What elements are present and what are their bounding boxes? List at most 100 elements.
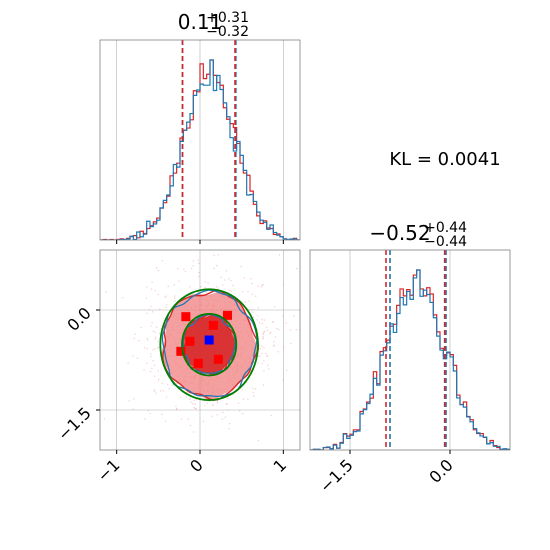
sample-point [250, 278, 252, 280]
sample-point [192, 403, 194, 405]
sample-point [150, 370, 152, 373]
sample-point [266, 354, 269, 357]
sample-point [215, 286, 218, 288]
sample-point [266, 329, 268, 331]
sample-point [192, 431, 195, 433]
sample-point [190, 401, 192, 403]
sample-point [161, 413, 163, 416]
sample-point [269, 332, 271, 335]
sample-point [262, 337, 264, 339]
sample-point [213, 267, 215, 270]
sample-point [151, 281, 153, 283]
sample-point [265, 326, 268, 329]
sample-point [195, 407, 197, 410]
sample-point [206, 402, 208, 404]
red-marker [176, 346, 186, 356]
sample-point [248, 300, 250, 302]
hist-param2-frame [309, 249, 511, 451]
sample-point [190, 267, 193, 270]
sample-point [251, 293, 253, 296]
sample-point [180, 418, 183, 420]
sample-point [263, 370, 265, 372]
sample-point [167, 285, 169, 288]
sample-point [282, 379, 284, 382]
sample-point [183, 268, 185, 271]
sample-point [253, 395, 255, 397]
sample-point [252, 392, 254, 394]
sample-point [263, 347, 265, 349]
sample-point [147, 469, 148, 470]
sample-point [147, 339, 149, 341]
sample-point [217, 254, 220, 256]
sample-point [289, 329, 292, 331]
scatter-content [103, 238, 312, 471]
sample-point [134, 333, 136, 335]
sample-point [272, 345, 275, 347]
sample-point [176, 238, 177, 239]
sample-point [278, 328, 280, 331]
sample-point [152, 359, 154, 362]
sample-point [263, 319, 266, 321]
sample-point [311, 309, 312, 310]
sample-point [146, 347, 148, 350]
contour-red-outer [162, 289, 260, 401]
sample-point [242, 398, 245, 400]
sample-point [204, 291, 207, 293]
sample-point [127, 362, 129, 364]
truth-marker [204, 335, 214, 345]
sample-point [152, 330, 155, 332]
sample-point [105, 291, 107, 293]
sample-point [237, 386, 239, 388]
sample-point [251, 309, 253, 311]
sample-point [153, 375, 156, 377]
x-ticks: −1.5 0.0 [316, 450, 457, 496]
sample-point [184, 270, 187, 273]
sample-point [271, 321, 274, 323]
sample-point [157, 380, 160, 382]
sample-point [160, 390, 162, 392]
sample-point [228, 427, 230, 430]
sample-point [273, 344, 276, 346]
sample-point [189, 398, 191, 401]
sample-point [165, 306, 167, 309]
title-minus: −0.32 [206, 24, 249, 40]
sample-point [140, 326, 142, 329]
sample-point [252, 311, 254, 313]
red-marker [223, 310, 232, 320]
sample-point [146, 286, 148, 288]
sample-point [157, 269, 160, 272]
sample-point [220, 470, 221, 471]
sample-point [221, 284, 224, 287]
sample-point [157, 340, 160, 342]
sample-point [154, 289, 157, 292]
sample-point [243, 277, 246, 279]
sample-point [144, 418, 146, 420]
sample-point [197, 259, 199, 261]
sample-point [147, 410, 149, 412]
sample-point [224, 416, 226, 418]
sample-point [132, 355, 134, 357]
sample-point [157, 370, 160, 372]
title-plus: +0.44 [424, 220, 467, 236]
sample-point [152, 349, 154, 351]
sample-point [277, 351, 279, 353]
sample-point [225, 270, 228, 272]
sample-point [263, 360, 265, 362]
hist-param2-content [310, 250, 510, 450]
sample-point [146, 337, 148, 340]
sample-point [177, 267, 179, 270]
sample-point [252, 316, 255, 318]
sample-point [241, 389, 243, 391]
sample-point [153, 390, 155, 392]
sample-point [211, 415, 214, 418]
sample-point [145, 297, 148, 299]
sample-point [273, 340, 275, 343]
sample-point [165, 304, 168, 306]
sample-point [157, 294, 160, 296]
sample-point [151, 322, 153, 324]
sample-point [103, 418, 106, 420]
sample-point [223, 279, 226, 281]
x-tick-label: 1 [270, 455, 291, 476]
sample-point [262, 333, 265, 336]
